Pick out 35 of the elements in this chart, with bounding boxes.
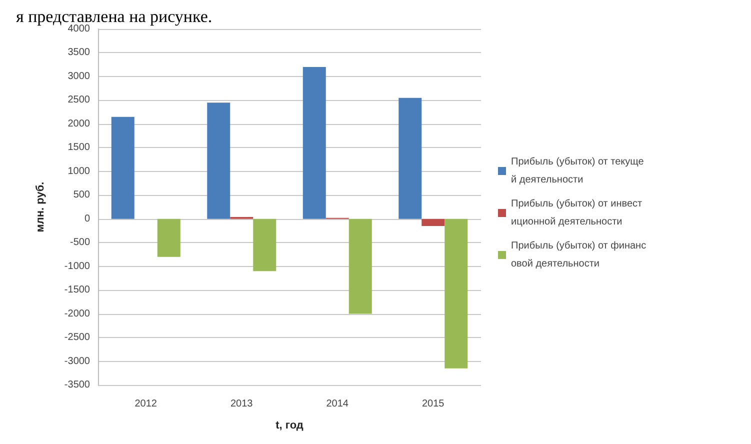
y-tick-label: 1500 xyxy=(68,142,90,154)
bar xyxy=(444,218,468,368)
y-tick-label: -3000 xyxy=(64,356,90,367)
legend-label: Прибыль (убыток) от текущей деятельности xyxy=(511,156,644,186)
bar xyxy=(111,116,134,219)
bar xyxy=(348,218,372,314)
y-tick-label: 500 xyxy=(73,190,90,201)
y-tick-label: 3500 xyxy=(68,47,90,58)
x-axis-title: t, год xyxy=(276,420,304,432)
y-tick-label: 3000 xyxy=(68,70,90,82)
bar xyxy=(207,102,230,219)
bar xyxy=(302,66,326,219)
legend-label: Прибыль (убыток) от финансовой деятельности xyxy=(511,240,646,270)
y-tick-label: 0 xyxy=(84,213,90,224)
bar xyxy=(157,218,180,257)
y-tick-label: -2000 xyxy=(64,308,90,320)
y-tick-label: 1000 xyxy=(68,166,90,177)
y-tick-label: 4000 xyxy=(68,24,90,34)
y-tick-label: -2500 xyxy=(64,332,90,344)
bar xyxy=(253,218,276,272)
x-tick-label: 2015 xyxy=(422,398,445,410)
y-tick-label: -1000 xyxy=(64,260,90,272)
y-tick-label: -1500 xyxy=(64,284,90,296)
y-tick-label: 2000 xyxy=(68,118,90,130)
x-tick-label: 2012 xyxy=(134,398,158,410)
bar xyxy=(398,98,422,219)
y-tick-label: -3500 xyxy=(64,380,90,390)
y-tick-label: -500 xyxy=(70,237,90,248)
y-axis-title: млн. руб. xyxy=(34,182,46,232)
text: я представлена на рисунке. xyxy=(16,7,212,26)
x-tick-label: 2014 xyxy=(326,398,349,410)
x-tick-label: 2013 xyxy=(230,398,254,410)
y-tick-label: 2500 xyxy=(68,94,90,106)
bar xyxy=(422,218,445,226)
legend-label: Прибыль (убыток) от инвестиционной деятельности xyxy=(511,198,643,228)
